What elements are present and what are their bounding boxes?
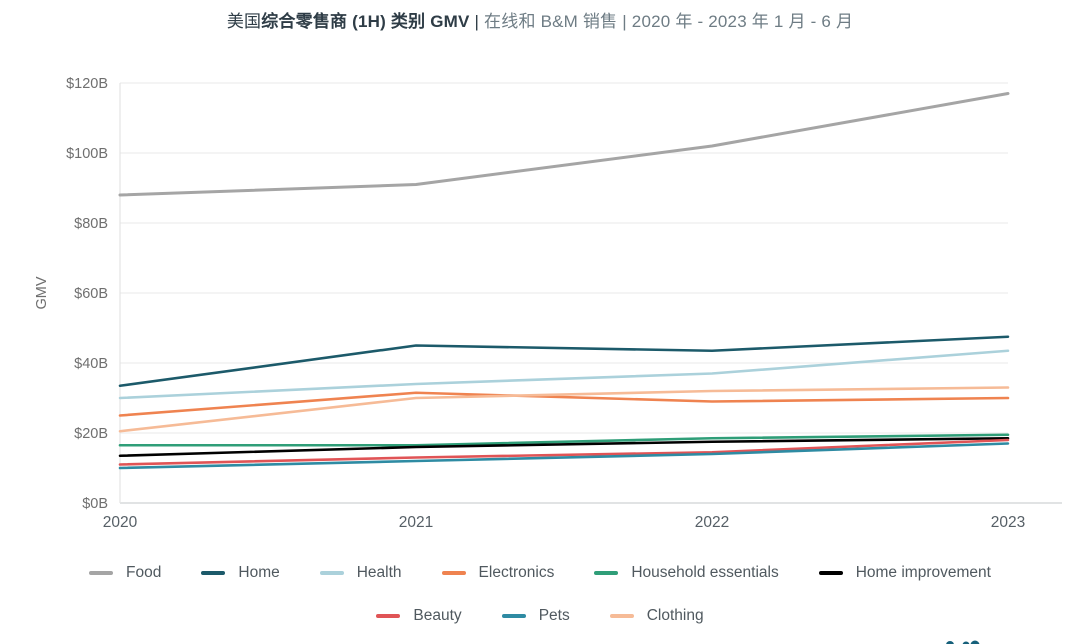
x-tick-label: 2022 [695,514,729,531]
legend-swatch-icon [201,571,226,575]
legend-label: Household essentials [631,564,779,581]
legend-item-pets: Pets [501,607,570,625]
legend-label: Clothing [646,607,704,624]
legend-item-electronics: Electronics [441,564,555,582]
legend-label: Electronics [478,564,555,581]
x-tick-label: 2020 [103,514,138,531]
legend-swatch-icon [441,571,466,575]
legend-swatch-icon [594,571,619,575]
legend-item-home-improvement: Home improvement [818,564,991,582]
series-line-beauty [118,438,1010,466]
legend-item-clothing: Clothing [609,607,704,625]
title-subtitle: 在线和 B&M 销售 | 2020 年 - 2023 年 1 月 - 6 月 [484,12,854,31]
y-tick-label: $100B [66,146,108,162]
legend-label: Food [126,564,162,581]
x-tick-label: 2023 [991,514,1025,531]
series-line-electronics [118,391,1010,417]
legend-swatch-icon [319,571,344,575]
y-tick-label: $20B [74,426,108,442]
series-line-home-improvement [118,436,1010,458]
y-tick-label: $60B [74,286,108,302]
chart-legend: Food Home Health Electronics Household essen… [0,564,1080,625]
legend-label: Health [356,564,402,581]
x-tick-label: 2021 [399,514,433,531]
line-chart-plot: $0B $20B $40B $60B $80B $100B $120B GMV 2020 2021… [34,76,1062,531]
series-line-clothing [118,386,1010,433]
y-tick-label: $120B [66,76,108,92]
legend-label: Pets [538,607,570,624]
series-line-food [118,92,1010,197]
y-tick-label: $80B [74,216,108,232]
y-axis-title: GMV [34,276,50,309]
legend-row: Food Home Health Electronics Household essen… [89,564,991,582]
title-country: 美国 [226,12,262,31]
legend-item-beauty: Beauty [376,607,462,625]
partial-logo-glyph [946,641,954,644]
legend-swatch-icon [609,614,634,618]
legend-swatch-icon [376,614,401,618]
legend-item-food: Food [89,564,161,582]
legend-swatch-icon [818,571,843,575]
title-separator: | [469,12,485,31]
y-tick-label: $0B [82,496,108,512]
legend-item-home: Home [201,564,280,582]
chart-title: 美国综合零售商 (1H) 类别 GMV | 在线和 B&M 销售 | 2020 … [0,11,1080,33]
partial-brand-logo [946,640,980,644]
legend-swatch-icon [89,571,114,575]
partial-logo-glyph [962,641,970,644]
legend-item-household-essentials: Household essentials [594,564,779,582]
legend-row: Beauty Pets Clothing [376,607,704,625]
series-line-home [118,335,1010,388]
legend-label: Home [238,564,280,581]
y-tick-label: $40B [74,356,108,372]
series-line-household-essentials [118,433,1010,447]
legend-label: Beauty [413,607,462,624]
series-line-pets [118,442,1010,470]
legend-swatch-icon [501,614,526,618]
partial-logo-glyph [970,640,980,644]
title-main: 综合零售商 (1H) 类别 GMV [261,12,470,31]
legend-label: Home improvement [855,564,991,581]
legend-item-health: Health [319,564,402,582]
series-line-health [118,349,1010,400]
